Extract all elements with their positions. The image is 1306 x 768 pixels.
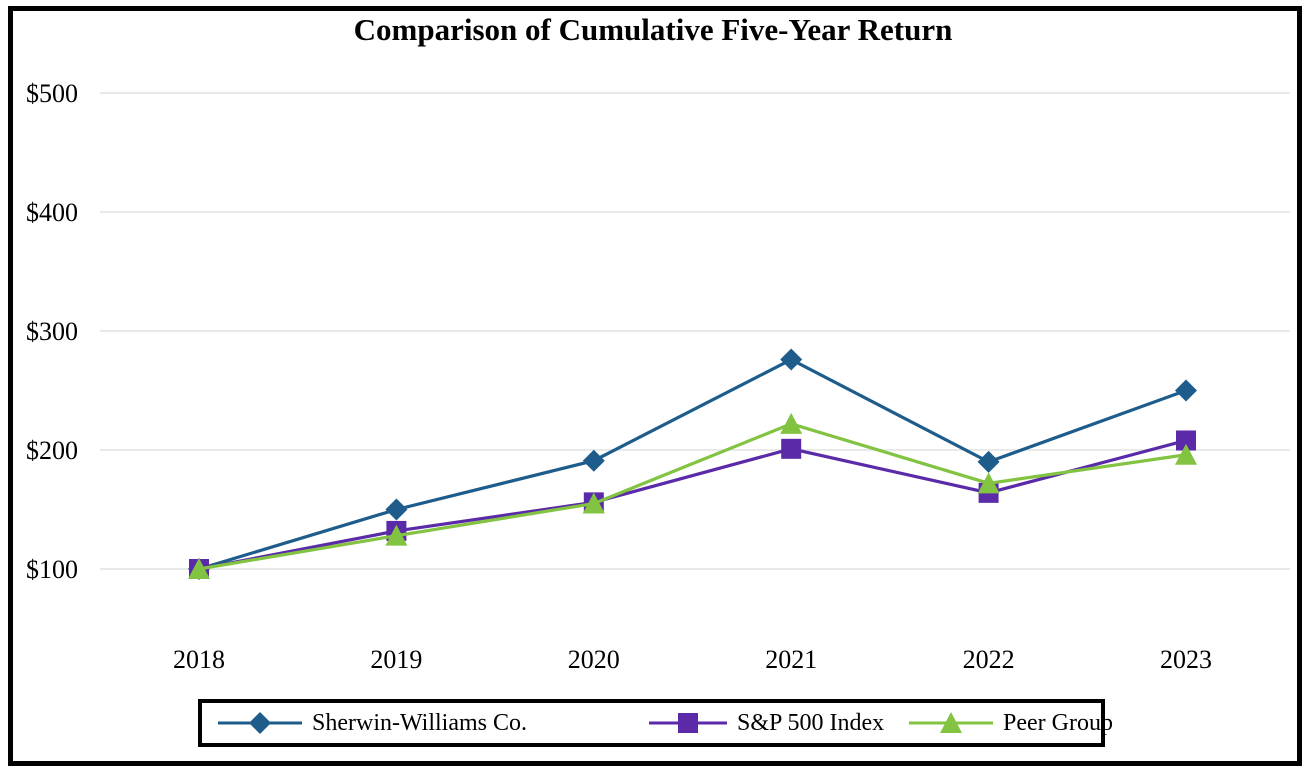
series-line-triangle bbox=[198, 422, 1187, 571]
y-axis-tick-label: $300 bbox=[26, 317, 78, 346]
legend-item-sp500: S&P 500 Index bbox=[647, 703, 884, 743]
data-point-triangle bbox=[385, 524, 408, 546]
series-line-square bbox=[198, 438, 1187, 571]
legend-label-sherwin-williams: Sherwin-Williams Co. bbox=[312, 709, 528, 736]
triangle-marker-icon bbox=[909, 712, 993, 733]
data-point-square bbox=[781, 438, 802, 459]
legend-label-peer-group: Peer Group bbox=[1003, 709, 1113, 736]
data-point-triangle bbox=[1175, 443, 1197, 465]
data-point-diamond bbox=[385, 498, 408, 521]
data-point-diamond bbox=[780, 348, 803, 371]
data-point-diamond bbox=[1175, 379, 1197, 402]
x-axis-tick-label: 2020 bbox=[568, 645, 620, 674]
data-point-square bbox=[1176, 430, 1196, 451]
diamond-marker-icon bbox=[218, 712, 302, 734]
x-axis-tick-label: 2018 bbox=[173, 645, 225, 674]
square-marker-icon bbox=[649, 713, 727, 733]
x-axis-tick-label: 2021 bbox=[765, 645, 817, 674]
chart-outer-border bbox=[8, 6, 1302, 766]
x-axis-tick-label: 2022 bbox=[963, 645, 1015, 674]
y-axis-tick-label: $100 bbox=[26, 555, 78, 584]
series-line-diamond bbox=[198, 357, 1187, 571]
chart-title: Comparison of Cumulative Five-Year Retur… bbox=[353, 12, 953, 47]
legend-label-sp500: S&P 500 Index bbox=[737, 709, 885, 736]
x-axis-tick-label: 2023 bbox=[1160, 645, 1212, 674]
data-point-triangle bbox=[582, 492, 605, 514]
data-point-diamond bbox=[582, 449, 605, 472]
data-point-triangle bbox=[977, 472, 1000, 494]
y-axis-tick-label: $500 bbox=[26, 79, 78, 108]
y-axis-tick-label: $400 bbox=[26, 198, 78, 227]
data-point-diamond bbox=[977, 450, 1000, 473]
y-axis-tick-label: $200 bbox=[26, 436, 78, 465]
x-axis-tick-label: 2019 bbox=[370, 645, 422, 674]
data-point-triangle bbox=[188, 558, 210, 579]
legend-item-sherwin-williams: Sherwin-Williams Co. bbox=[216, 703, 527, 743]
data-point-triangle bbox=[780, 412, 803, 434]
legend-item-peer-group: Peer Group bbox=[907, 703, 1113, 743]
legend-box: Sherwin-Williams Co. S&P 500 Index Peer … bbox=[198, 699, 1113, 747]
